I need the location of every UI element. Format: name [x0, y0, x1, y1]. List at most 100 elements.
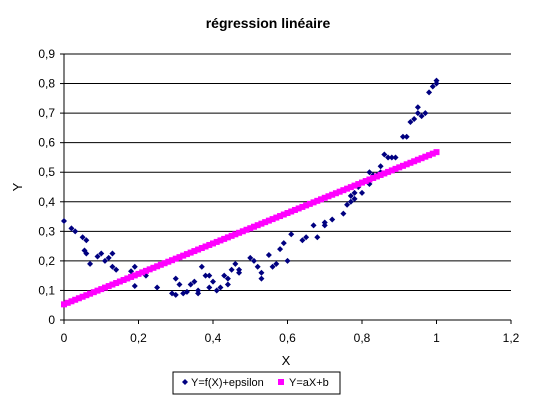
- legend-label-series-2: Y=aX+b: [289, 377, 329, 389]
- scatter-point: [109, 250, 116, 257]
- scatter-point: [351, 189, 358, 196]
- x-tick-label: 0,8: [354, 331, 371, 345]
- legend-marker-series-1-icon: [182, 379, 188, 385]
- regression-point: [355, 181, 362, 188]
- regression-point: [228, 232, 235, 239]
- scatter-point: [280, 240, 287, 247]
- scatter-point: [113, 266, 120, 273]
- regression-point: [232, 231, 239, 238]
- regression-point: [68, 298, 75, 305]
- regression-point: [399, 162, 406, 169]
- scatter-point: [284, 257, 291, 264]
- scatter-point: [154, 284, 161, 291]
- regression-point: [392, 165, 399, 172]
- scatter-point: [403, 133, 410, 140]
- scatter-point: [183, 288, 190, 295]
- scatter-point: [411, 116, 418, 123]
- regression-point: [247, 225, 254, 232]
- y-tick-label: 0,2: [38, 254, 55, 268]
- scatter-point: [172, 275, 179, 282]
- regression-point: [288, 208, 295, 215]
- regression-point: [332, 190, 339, 197]
- regression-point: [75, 295, 82, 302]
- y-tick-label: 0,5: [38, 165, 55, 179]
- scatter-point: [224, 281, 231, 288]
- scatter-point: [195, 290, 202, 297]
- scatter-point: [109, 263, 116, 270]
- scatter-point: [310, 222, 317, 229]
- regression-point: [388, 167, 395, 174]
- scatter-point: [202, 272, 209, 279]
- scatter-point: [288, 231, 295, 238]
- regression-point: [120, 276, 127, 283]
- regression-point: [273, 214, 280, 221]
- tick-labels: 0 0,1 0,2 0,3 0,4 0,5 0,6 0,7 0,8 0,9 0 0,2 0,4 0,6 0,…: [38, 47, 519, 345]
- regression-point: [61, 301, 67, 308]
- scatter-point: [232, 260, 239, 267]
- x-tick-label: 0,4: [205, 331, 222, 345]
- scatter-point: [191, 278, 198, 285]
- regression-point: [83, 292, 90, 299]
- regression-point: [366, 176, 373, 183]
- regression-point: [336, 188, 343, 195]
- scatter-point: [250, 257, 257, 264]
- regression-point: [280, 211, 287, 218]
- regression-point: [414, 156, 421, 163]
- regression-point: [146, 266, 153, 273]
- regression-point: [321, 194, 328, 201]
- scatter-point: [83, 237, 90, 244]
- y-tick-label: 0,7: [38, 106, 55, 120]
- regression-point: [131, 272, 138, 279]
- regression-point: [101, 284, 108, 291]
- regression-point: [165, 258, 172, 265]
- regression-point: [359, 179, 365, 186]
- scatter-point: [366, 169, 373, 176]
- scatter-point: [83, 250, 90, 257]
- scatter-point: [399, 133, 406, 140]
- scatter-point: [221, 272, 228, 279]
- scatter-point: [344, 201, 351, 208]
- scatter-point: [429, 83, 436, 90]
- chart-title: régression linéaire: [206, 15, 331, 31]
- regression-point: [90, 289, 97, 296]
- regression-point: [329, 191, 336, 198]
- regression-point: [426, 152, 433, 159]
- regression-point: [64, 299, 71, 306]
- regression-point: [370, 175, 377, 182]
- scatter-point: [217, 284, 224, 291]
- regression-point: [258, 220, 265, 227]
- regression-point: [407, 159, 414, 166]
- axes: [60, 53, 512, 324]
- scatter-point: [187, 281, 194, 288]
- scatter-point: [72, 228, 79, 235]
- legend: Y=f(X)+epsilon Y=aX+b: [172, 371, 341, 395]
- y-tick-label: 0,6: [38, 136, 55, 150]
- x-tick-label: 0,6: [279, 331, 296, 345]
- regression-point: [157, 261, 164, 268]
- regression-point: [254, 222, 261, 229]
- regression-point: [306, 200, 313, 207]
- scatter-point: [101, 257, 108, 264]
- regression-point: [213, 238, 220, 245]
- scatter-point: [254, 263, 261, 270]
- scatter-point: [273, 260, 280, 267]
- x-tick-label: 1: [433, 331, 440, 345]
- regression-point: [418, 155, 425, 162]
- scatter-point: [340, 210, 347, 217]
- regression-point: [239, 228, 246, 235]
- scatter-point: [176, 281, 183, 288]
- x-axis-label: X: [282, 353, 291, 368]
- legend-label-series-1: Y=f(X)+epsilon: [191, 377, 264, 389]
- scatter-point: [265, 251, 272, 258]
- regression-point: [318, 196, 325, 203]
- regression-point: [135, 270, 142, 277]
- scatter-point: [299, 237, 306, 244]
- regression-point: [291, 206, 298, 213]
- regression-point: [154, 263, 161, 270]
- scatter-point: [94, 253, 101, 260]
- regression-point: [124, 275, 131, 282]
- legend-box: [172, 371, 341, 395]
- scatter-point: [213, 287, 220, 294]
- y-tick-label: 0,9: [38, 47, 55, 61]
